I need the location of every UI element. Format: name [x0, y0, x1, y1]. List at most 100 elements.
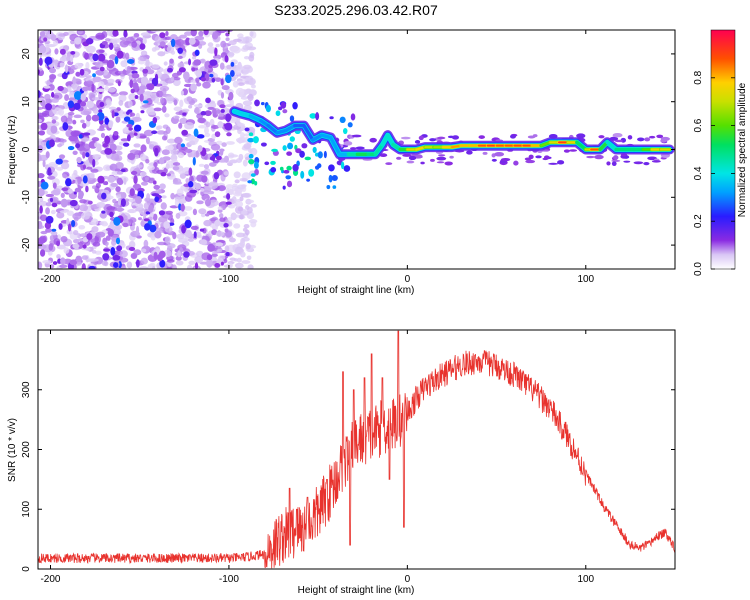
- noise-blob: [242, 192, 252, 198]
- noise-blob: [71, 219, 76, 228]
- scatter-blob: [309, 113, 317, 119]
- noise-blob: [142, 68, 149, 74]
- noise-blob: [225, 32, 230, 37]
- noise-blob: [48, 84, 55, 91]
- x-tick-label: 100: [577, 574, 594, 585]
- noise-blob: [152, 180, 157, 185]
- noise-blob: [235, 232, 245, 238]
- noise-blob: [214, 47, 218, 57]
- noise-blob: [236, 264, 244, 268]
- noise-blob: [110, 182, 118, 188]
- noise-blob: [67, 111, 75, 116]
- noise-blob: [128, 246, 136, 251]
- noise-blob: [233, 258, 238, 262]
- noise-blob: [75, 143, 81, 149]
- noise-blob: [177, 250, 181, 258]
- noise-blob: [79, 204, 89, 212]
- noise-blob: [74, 187, 82, 193]
- scatter-blob: [254, 99, 260, 107]
- x-tick-label: -200: [40, 274, 60, 285]
- noise-blob: [200, 77, 207, 82]
- noise-blob: [119, 250, 128, 258]
- noise-blob: [111, 110, 115, 119]
- noise-blob: [91, 185, 97, 189]
- noise-blob: [153, 251, 158, 260]
- noise-blob: [175, 39, 185, 46]
- noise-blob: [183, 251, 190, 258]
- noise-blob: [59, 48, 66, 55]
- noise-blob: [50, 231, 58, 236]
- noise-blob: [39, 31, 46, 37]
- noise-blob: [132, 116, 142, 122]
- noise-blob: [175, 111, 184, 116]
- ridge-haze: [614, 139, 624, 143]
- scatter-blob: [323, 150, 327, 159]
- noise-blob: [77, 238, 84, 242]
- noise-blob: [232, 46, 241, 54]
- noise-blob: [49, 235, 54, 241]
- ridge-haze: [466, 150, 473, 155]
- noise-blob: [221, 85, 230, 91]
- noise-blob: [85, 152, 90, 158]
- noise-blob: [58, 223, 63, 230]
- noise-blob: [81, 263, 86, 269]
- noise-blob: [123, 177, 127, 185]
- colorbar-tick-label: 0.4: [693, 166, 704, 180]
- noise-blob: [243, 133, 251, 137]
- noise-blob: [131, 41, 138, 48]
- noise-blob: [136, 164, 143, 169]
- noise-blob: [178, 210, 188, 217]
- noise-blob: [91, 226, 99, 233]
- noise-blob: [86, 233, 93, 240]
- noise-blob: [220, 91, 225, 99]
- noise-blob: [45, 193, 55, 198]
- noise-blob: [92, 53, 99, 62]
- noise-blob: [203, 30, 209, 36]
- ridge-haze: [568, 149, 578, 152]
- ridge-haze: [557, 160, 565, 165]
- noise-blob: [183, 71, 190, 81]
- ridge-haze: [436, 136, 446, 140]
- noise-blob: [44, 93, 51, 101]
- noise-blob: [159, 183, 166, 190]
- ridge-haze: [351, 134, 362, 138]
- noise-blob: [85, 75, 92, 79]
- noise-blob: [42, 159, 46, 168]
- noise-blob: [113, 262, 119, 269]
- noise-blob: [127, 100, 133, 108]
- scatter-blob: [331, 175, 338, 181]
- noise-blob: [135, 196, 142, 204]
- ridge-segment: [248, 114, 263, 123]
- noise-blob: [92, 108, 99, 114]
- noise-blob: [126, 134, 131, 142]
- noise-blob: [111, 170, 120, 176]
- noise-blob: [195, 150, 199, 158]
- noise-blob: [242, 227, 248, 232]
- noise-blob: [145, 211, 151, 215]
- noise-blob: [205, 121, 211, 128]
- noise-blob: [200, 110, 207, 116]
- noise-blob: [48, 67, 57, 74]
- noise-blob: [82, 175, 88, 184]
- noise-blob: [228, 204, 236, 209]
- noise-blob: [69, 54, 74, 63]
- noise-blob: [242, 89, 253, 94]
- noise-blob: [74, 37, 82, 45]
- noise-blob: [189, 175, 194, 183]
- noise-blob: [126, 123, 133, 128]
- scatter-blob: [247, 137, 255, 143]
- colorbar-tick-label: 0.0: [693, 262, 704, 276]
- noise-blob: [159, 97, 165, 104]
- scatter-blob: [343, 127, 348, 135]
- noise-blob: [151, 193, 160, 197]
- noise-blob: [70, 83, 78, 89]
- noise-blob: [247, 264, 254, 269]
- ridge-haze: [420, 161, 425, 165]
- noise-blob: [38, 235, 47, 244]
- noise-blob: [56, 240, 61, 247]
- noise-blob: [178, 67, 186, 73]
- noise-blob: [145, 158, 150, 164]
- noise-blob: [55, 158, 63, 165]
- noise-blob: [147, 165, 155, 171]
- noise-blob: [127, 198, 137, 202]
